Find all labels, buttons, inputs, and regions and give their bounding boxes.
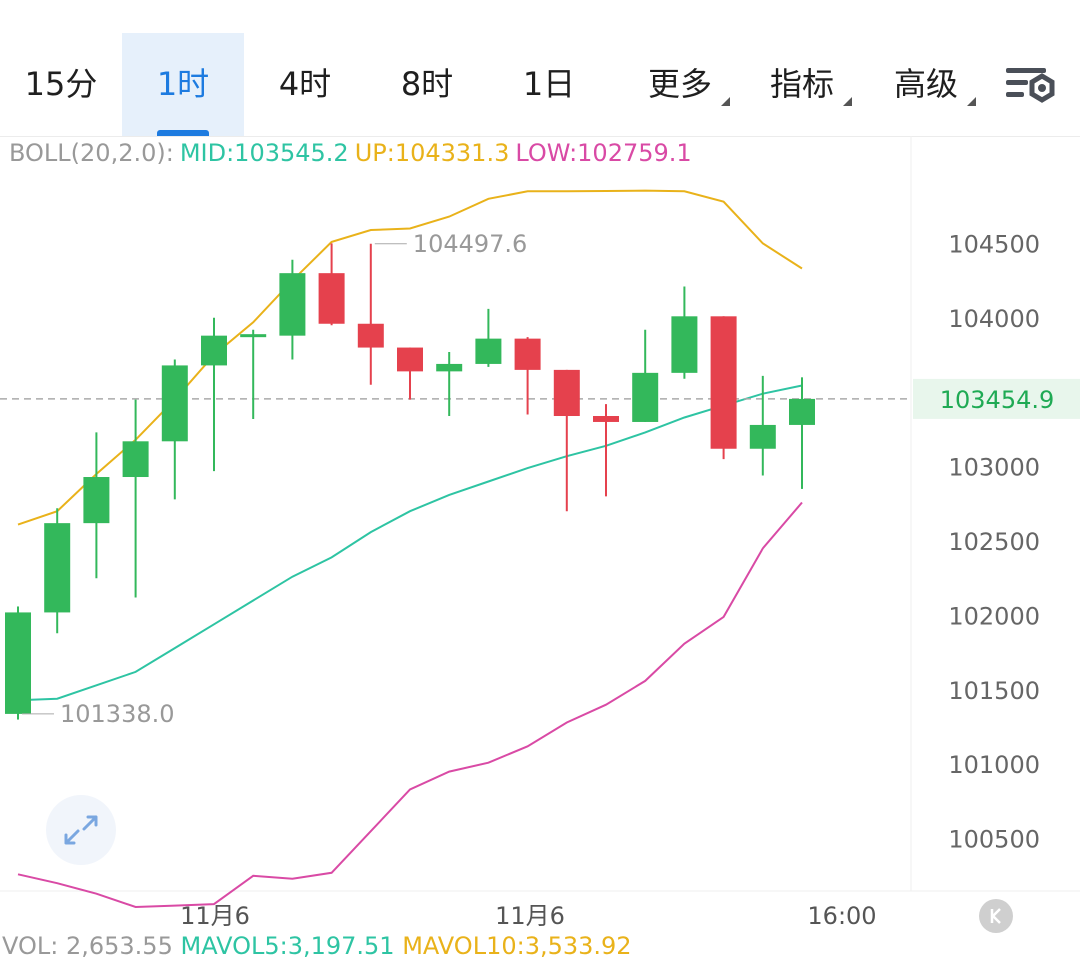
- candle: [318, 243, 345, 326]
- x-tick-label: 16:00: [807, 902, 876, 930]
- candle: [240, 329, 267, 419]
- candle: [593, 404, 619, 497]
- high-price-label: 104497.6: [413, 230, 528, 258]
- tab-more[interactable]: 更多: [630, 33, 730, 136]
- x-tick-label: 11月6: [180, 902, 250, 930]
- candlestick-chart[interactable]: 104500 104000 103000 102500 102000 101500 1010…: [0, 136, 1080, 951]
- candle: [475, 308, 502, 367]
- y-tick-label: 101000: [948, 751, 1040, 779]
- boll-legend-label: BOLL(20,2.0):: [9, 139, 174, 167]
- dropdown-caret-icon: [721, 97, 730, 106]
- x-tick-label: 11月6: [495, 902, 565, 930]
- candle-body: [632, 372, 659, 422]
- y-tick-label: 100500: [948, 826, 1040, 854]
- candle: [749, 375, 776, 476]
- candle: [44, 508, 71, 634]
- boll-up-line: [17, 189, 803, 526]
- candle: [436, 352, 463, 417]
- tab-label: 1日: [522, 65, 576, 103]
- tab-label: 1时: [156, 65, 210, 103]
- candle-body: [122, 441, 149, 478]
- dropdown-caret-icon: [967, 97, 976, 106]
- candle: [553, 369, 580, 512]
- current-price-label: 103454.9: [940, 386, 1055, 414]
- tab-1d[interactable]: 1日: [488, 33, 610, 136]
- mavol5-value: MAVOL5:3,197.51: [180, 932, 395, 960]
- candle-body: [397, 347, 423, 372]
- low-price-label: 101338.0: [60, 700, 175, 728]
- candle: [357, 243, 384, 385]
- candle: [632, 329, 659, 422]
- volume-legend: VOL: 2,653.55 MAVOL5:3,197.51 MAVOL10:3,…: [2, 932, 632, 960]
- expand-arrows-icon[interactable]: [46, 795, 116, 865]
- candle: [279, 259, 306, 360]
- candle-body: [5, 612, 31, 714]
- k-line-icon[interactable]: [979, 899, 1013, 933]
- candle-body: [201, 335, 227, 366]
- boll-legend: BOLL(20,2.0): MID:103545.2 UP:104331.3 LOW:…: [9, 139, 698, 167]
- y-tick-label: 103000: [948, 454, 1040, 482]
- candle: [201, 317, 227, 472]
- candle-body: [671, 316, 698, 373]
- timeframe-tabbar: 15分 1时 4时 8时 1日 更多 指标 高级: [0, 33, 1080, 137]
- tab-4h[interactable]: 4时: [244, 33, 366, 136]
- candle-body: [710, 316, 737, 449]
- dropdown-caret-icon: [843, 97, 852, 106]
- candle: [514, 337, 541, 415]
- candle-body: [357, 323, 384, 348]
- candle: [122, 399, 149, 598]
- boll-mid-line: [17, 384, 803, 702]
- candle-body: [279, 273, 306, 336]
- candle-body: [749, 424, 776, 449]
- candle-body: [240, 334, 267, 338]
- y-tick-label: 101500: [948, 677, 1040, 705]
- y-tick-label: 102500: [948, 528, 1040, 556]
- tab-indicators[interactable]: 指标: [752, 33, 852, 136]
- tab-advanced[interactable]: 高级: [876, 33, 976, 136]
- boll-low-line: [17, 501, 803, 909]
- candle-body: [318, 273, 345, 324]
- tab-8h[interactable]: 8时: [366, 33, 488, 136]
- y-tick-label: 104000: [948, 305, 1040, 333]
- chart-settings-icon[interactable]: [1000, 58, 1060, 114]
- tab-label: 高级: [893, 65, 958, 103]
- y-tick-label: 102000: [948, 602, 1040, 630]
- mavol10-value: MAVOL10:3,533.92: [402, 932, 632, 960]
- candle-body: [436, 363, 463, 372]
- tab-label: 指标: [769, 65, 834, 103]
- candle-body: [83, 477, 110, 524]
- boll-up-value: UP:104331.3: [354, 139, 510, 167]
- candle-body: [475, 338, 502, 364]
- tab-1h[interactable]: 1时: [122, 33, 244, 136]
- candle: [83, 432, 110, 579]
- tab-label: 4时: [278, 65, 332, 103]
- candle: [5, 606, 31, 720]
- candle-body: [789, 398, 815, 425]
- candle-body: [593, 416, 619, 422]
- current-price-tag: [913, 378, 1080, 419]
- tab-label: 8时: [400, 65, 454, 103]
- candle: [789, 377, 815, 489]
- candle-body: [44, 523, 71, 613]
- candle-body: [553, 369, 580, 417]
- vol-value: VOL: 2,653.55: [2, 932, 173, 960]
- candle: [161, 359, 188, 500]
- candle-body: [161, 365, 188, 442]
- active-tab-indicator: [157, 130, 209, 136]
- candle-body: [514, 338, 541, 370]
- candle: [671, 286, 698, 379]
- boll-mid-value: MID:103545.2: [179, 139, 349, 167]
- tab-label: 更多: [647, 65, 712, 103]
- boll-low-value: LOW:102759.1: [515, 139, 692, 167]
- candle: [397, 347, 423, 400]
- y-tick-label: 104500: [948, 230, 1040, 258]
- tab-label: 15分: [24, 65, 98, 103]
- tab-15min[interactable]: 15分: [0, 33, 122, 136]
- candle: [710, 316, 737, 460]
